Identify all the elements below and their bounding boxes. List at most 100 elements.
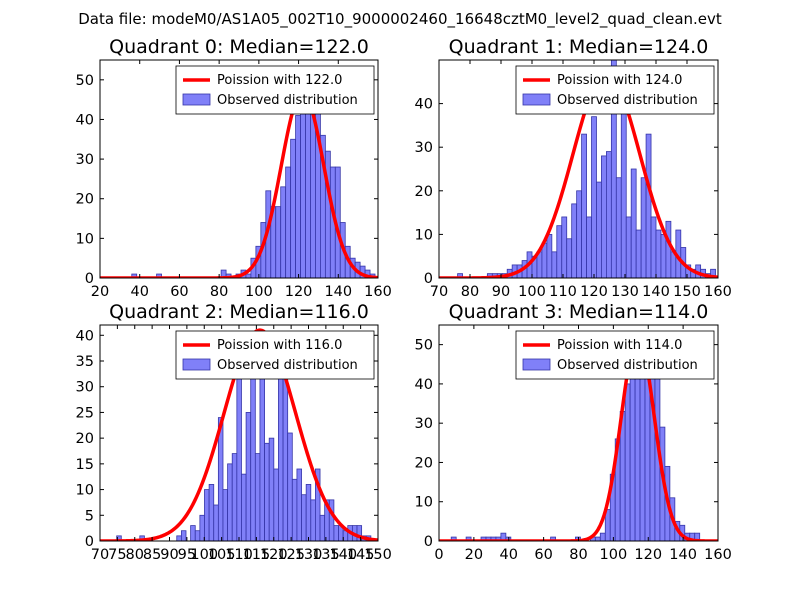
y-tick-label: 20 [415,455,433,471]
y-tick-label: 20 [76,431,94,447]
bar [591,116,597,278]
bar [231,453,238,541]
x-tick-label: 75 [108,547,126,563]
bar [156,273,162,278]
x-tick-label: 100 [518,284,546,300]
bar [315,468,321,541]
legend-bar-swatch [522,358,551,371]
axes-frame [99,59,379,279]
bar [291,478,298,541]
bar [250,376,256,541]
legend-bar-swatch [182,93,211,106]
y-tick-label: 40 [76,112,94,128]
x-tick-label: 140 [324,284,352,300]
panel-title: Quadrant 1: Median=124.0 [449,36,709,58]
y-tick-label: 50 [415,338,433,354]
panel-quadrant-3: Quadrant 3: Median=114.00 20 40 60 80 100 120 1… [415,301,732,563]
bar [660,233,667,278]
x-tick-label: 100 [190,547,218,563]
panel-title: Quadrant 0: Median=122.0 [109,36,369,58]
legend-curve-label: Poission with 122.0 [217,73,342,88]
bar [566,238,573,278]
legend-curve-label: Poission with 116.0 [217,338,342,353]
bar [625,216,632,278]
bar [571,203,578,278]
bar [640,177,647,278]
bar [601,155,607,278]
x-tick-label: 160 [704,284,732,300]
bar [282,370,289,541]
x-tick-label: 80 [126,547,144,563]
x-tick-label: 100 [245,284,273,300]
legend: Poission with 114.0 Observed distribution [515,330,715,380]
bar [581,133,587,278]
bar [465,536,472,541]
bar [556,225,563,278]
bar [268,437,275,541]
bar [245,273,252,278]
y-tick-label: 0 [85,534,94,550]
y-tick-label: 10 [76,231,94,247]
bar [236,370,242,541]
y-tick-label: 20 [415,184,433,200]
x-tick-label: 110 [549,284,577,300]
legend-bar-swatch [182,358,211,371]
panel-quadrant-0: Quadrant 0: Median=122.020 40 60 80 100 120 14… [76,36,392,300]
x-tick-label: 120 [260,547,288,563]
x-tick-label: 150 [673,284,701,300]
y-tick-label: 30 [415,416,433,432]
legend-bar-label: Observed distribution [557,93,698,108]
panel-quadrant-2: Quadrant 2: Median=116.07075808590951001… [76,301,392,563]
x-tick-label: 120 [634,547,662,563]
bar [275,206,282,278]
bar [550,536,556,541]
y-tick-label: 30 [415,140,433,156]
bar [295,115,301,278]
bar [576,190,583,278]
y-tick-label: 0 [424,534,433,550]
x-tick-label: 105 [208,547,236,563]
x-tick-label: 40 [130,284,148,300]
legend-box [175,330,375,380]
bar [356,525,363,541]
bar [328,499,335,541]
y-tick-label: 0 [85,271,94,287]
x-tick-label: 130 [295,547,323,563]
axes-frame [438,59,719,279]
x-tick-label: 135 [312,547,340,563]
x-tick-label: 80 [461,284,479,300]
bar [296,468,302,541]
bar [546,233,553,278]
y-tick-label: 40 [415,377,433,393]
bar [190,525,196,541]
x-tick-label: 140 [669,547,697,563]
x-tick-label: 60 [534,547,552,563]
bar [290,138,296,278]
x-tick-label: 0 [434,547,443,563]
legend-box [175,65,375,115]
bar [457,273,463,278]
bar [586,216,592,278]
bar [208,484,215,541]
x-tick-label: 95 [178,547,196,563]
legend: Poission with 116.0 Observed distribution [175,330,375,380]
suptitle: Data file: modeM0/AS1A05_002T10_90000024… [78,10,722,29]
x-tick-label: 140 [329,547,357,563]
y-tick-label: 5 [85,508,94,524]
legend-box [515,330,715,380]
bar [624,383,631,541]
bar [305,484,312,541]
panel-title: Quadrant 2: Median=116.0 [109,301,369,323]
x-tick-label: 125 [277,547,305,563]
x-tick-label: 150 [364,547,392,563]
x-tick-label: 60 [170,284,188,300]
bar [596,181,602,278]
x-tick-label: 70 [430,284,448,300]
x-tick-label: 40 [500,547,518,563]
bar [222,489,228,541]
bar [635,229,642,278]
x-tick-label: 120 [580,284,608,300]
bar [131,273,138,278]
x-tick-label: 160 [704,547,732,563]
